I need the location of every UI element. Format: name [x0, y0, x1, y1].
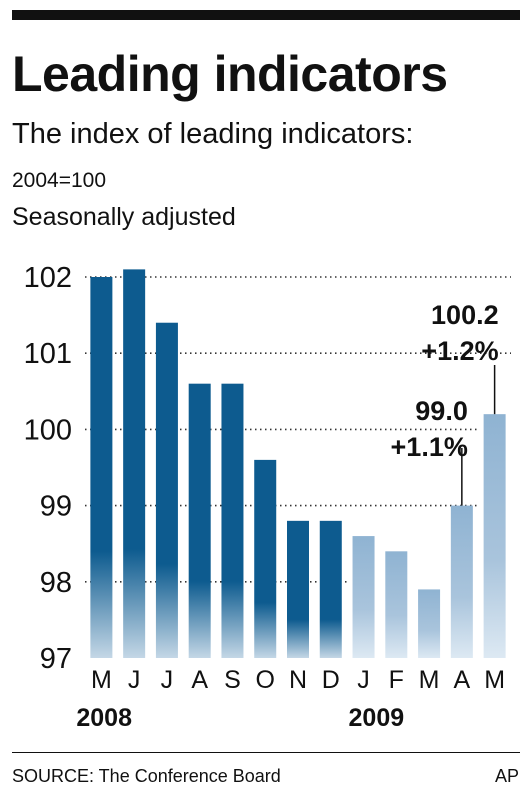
chart-subtitle: The index of leading indicators: — [12, 118, 414, 150]
x-tick-label-2: J — [161, 666, 174, 694]
bar-9 — [385, 551, 408, 658]
bar-4 — [221, 383, 244, 658]
x-tick-label-9: F — [389, 666, 404, 694]
bar-0 — [90, 277, 113, 658]
bar-7 — [319, 520, 342, 658]
x-tick-label-12: M — [484, 666, 505, 694]
x-tick-label-11: A — [454, 666, 471, 694]
bar-12 — [483, 414, 506, 658]
x-tick-label-7: D — [322, 666, 340, 694]
x-tick-label-6: N — [289, 666, 307, 694]
x-tick-label-4: S — [224, 666, 241, 694]
y-tick-label-97: 97 — [40, 643, 72, 675]
seasonal-adjustment-note: Seasonally adjusted — [12, 203, 236, 231]
year-label-2008: 2008 — [76, 704, 132, 730]
x-tick-label-0: M — [91, 666, 112, 694]
bar-11 — [450, 505, 473, 658]
x-tick-label-10: M — [419, 666, 440, 694]
chart-title: Leading indicators — [12, 46, 448, 102]
annotation-value-12: 100.2 — [431, 300, 499, 330]
source-note: SOURCE: The Conference Board — [12, 766, 281, 786]
bar-3 — [188, 383, 211, 658]
bar-10 — [418, 589, 441, 658]
annotation-value-11: 99.0 — [415, 396, 468, 426]
x-tick-label-5: O — [256, 666, 275, 694]
year-label-2009: 2009 — [349, 704, 405, 730]
bar-6 — [287, 520, 309, 658]
x-tick-label-1: J — [128, 666, 141, 694]
y-tick-label-101: 101 — [24, 338, 72, 370]
annotation-change-11: +1.1% — [391, 432, 468, 462]
credit-note: AP — [494, 766, 519, 786]
x-tick-label-3: A — [191, 666, 208, 694]
y-tick-label-102: 102 — [24, 262, 72, 294]
top-rule — [12, 10, 520, 20]
y-tick-label-100: 100 — [24, 414, 72, 446]
bottom-rule — [12, 752, 520, 753]
index-base-note: 2004=100 — [12, 169, 107, 192]
bar-1 — [123, 269, 146, 658]
y-tick-label-98: 98 — [40, 567, 72, 599]
bar-2 — [155, 322, 178, 658]
x-tick-label-8: J — [357, 666, 370, 694]
bar-8 — [352, 536, 375, 658]
y-tick-label-99: 99 — [40, 491, 72, 523]
annotation-change-12: +1.2% — [421, 336, 498, 366]
bar-5 — [254, 459, 277, 658]
